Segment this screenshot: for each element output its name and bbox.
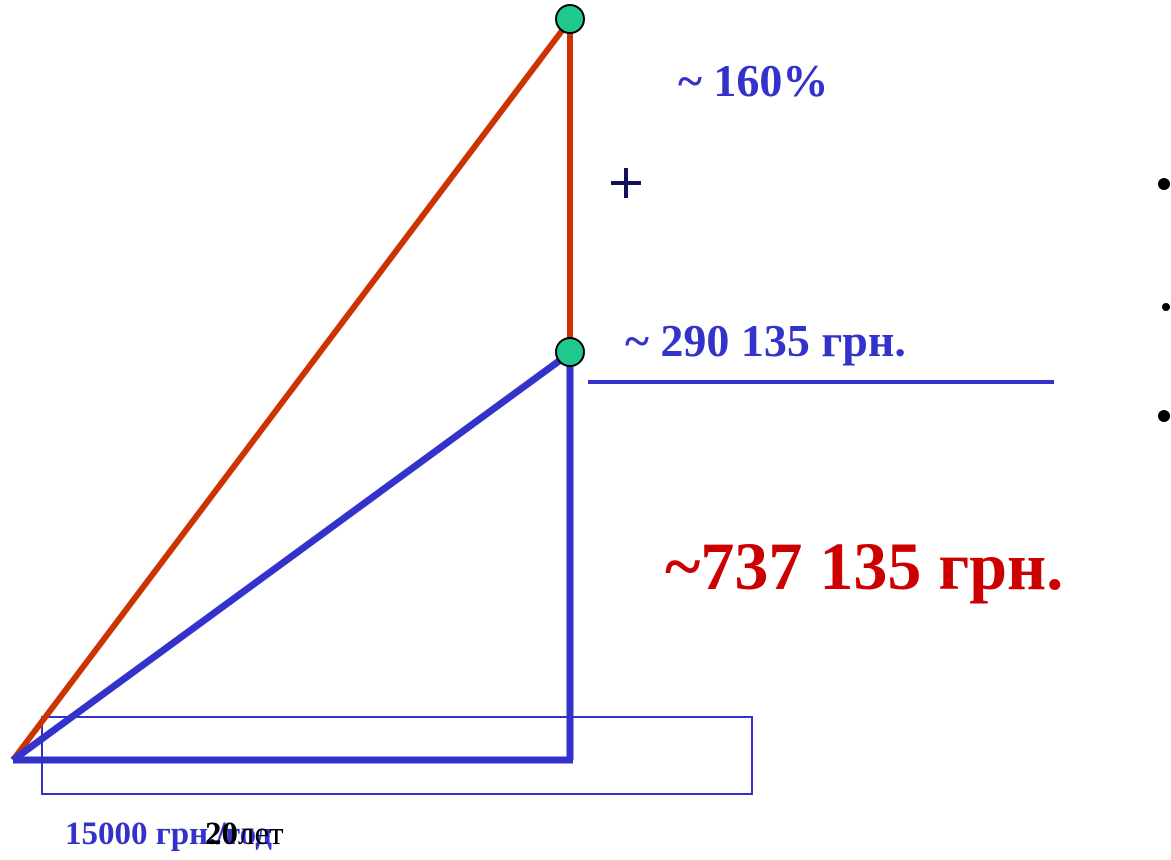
total-sum-label: ~737 135 грн. — [665, 528, 1064, 604]
years-label: 20лет — [205, 818, 284, 851]
years-value: 20 — [205, 816, 238, 852]
plus-icon — [611, 168, 641, 198]
years-unit: лет — [238, 816, 284, 852]
contribution-hypotenuse-line — [10, 350, 573, 763]
accumulated-sum-label: ~ 290 135 грн. — [625, 315, 906, 366]
growth-percent-label: ~ 160% — [678, 55, 829, 106]
bullet-icon — [1158, 410, 1170, 422]
annual-contribution-label: 15000 грн./год — [65, 816, 272, 852]
bullet-icon — [1162, 303, 1170, 311]
bullet-icon — [1158, 178, 1170, 190]
middle-node — [555, 337, 585, 367]
total-hypotenuse-line — [10, 18, 573, 762]
top-node — [555, 4, 585, 34]
base-outline-box — [41, 716, 753, 795]
